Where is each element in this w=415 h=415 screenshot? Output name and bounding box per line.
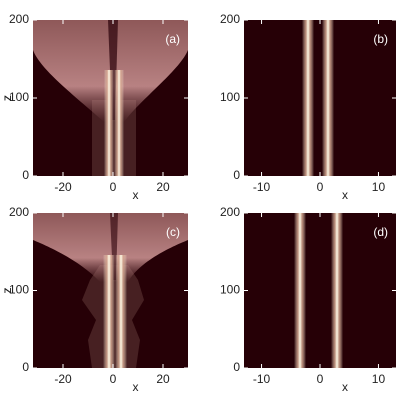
x-axis-label: x bbox=[342, 380, 348, 394]
y-axis-label: z bbox=[0, 288, 14, 294]
panel-label: (c) bbox=[166, 225, 180, 239]
heatmap-b bbox=[244, 20, 396, 176]
y-tick-label: 200 bbox=[9, 205, 29, 219]
heatmap-c bbox=[33, 213, 188, 368]
y-axis-label: z bbox=[0, 288, 14, 294]
panel-label: (d) bbox=[373, 225, 388, 239]
x-tick-label: 10 bbox=[372, 372, 386, 386]
y-tick-label: 0 bbox=[233, 360, 240, 374]
x-tick-label: -20 bbox=[54, 180, 72, 194]
y-tick-label: 0 bbox=[22, 360, 29, 374]
y-axis-label: z bbox=[0, 95, 14, 101]
y-axis-label: z bbox=[0, 95, 14, 101]
y-tick-label: 0 bbox=[22, 168, 29, 182]
x-tick-label: -10 bbox=[253, 180, 271, 194]
y-tick-label: 100 bbox=[9, 283, 29, 297]
x-tick-label: 0 bbox=[317, 372, 324, 386]
x-tick-label: 0 bbox=[317, 180, 324, 194]
x-axis-label: x bbox=[133, 380, 139, 394]
x-axis-label: x bbox=[133, 188, 139, 202]
x-tick-label: 0 bbox=[110, 180, 117, 194]
x-axis-label: x bbox=[342, 188, 348, 202]
x-tick-label: 20 bbox=[156, 372, 170, 386]
y-tick-label: 0 bbox=[233, 168, 240, 182]
y-tick-label: 100 bbox=[9, 90, 29, 104]
x-tick-label: 20 bbox=[156, 180, 170, 194]
heatmap-a bbox=[33, 20, 188, 176]
x-tick-label: -10 bbox=[253, 372, 271, 386]
y-tick-label: 100 bbox=[220, 283, 240, 297]
panel-label: (a) bbox=[165, 32, 180, 46]
x-tick-label: 0 bbox=[110, 372, 117, 386]
panel-label: (b) bbox=[373, 32, 388, 46]
x-tick-label: -20 bbox=[54, 372, 72, 386]
y-tick-label: 100 bbox=[220, 90, 240, 104]
y-tick-label: 200 bbox=[220, 12, 240, 26]
heatmap-d bbox=[244, 213, 396, 368]
x-tick-label: 10 bbox=[372, 180, 386, 194]
y-tick-label: 200 bbox=[9, 12, 29, 26]
y-tick-label: 200 bbox=[220, 205, 240, 219]
